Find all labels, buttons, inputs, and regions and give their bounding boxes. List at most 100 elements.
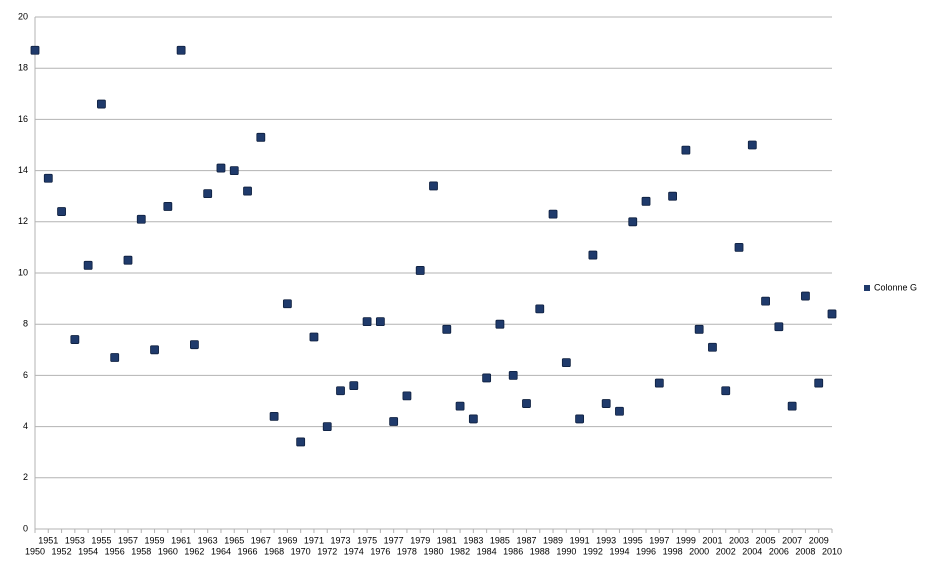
point [97,99,106,109]
x-tick-label: 1999 [676,535,696,545]
x-tick-label: 1966 [238,546,258,556]
x-tick-label: 2008 [795,546,815,556]
point [389,417,399,426]
point [681,145,691,155]
point [734,242,744,252]
x-tick-label: 1996 [636,546,656,556]
point [110,353,120,362]
x-tick-label: 2006 [769,546,789,556]
point [455,401,465,411]
x-tick-label: 1983 [463,535,483,545]
point [482,373,492,383]
point [774,322,784,332]
point [442,324,452,334]
point [721,386,731,396]
x-tick-label: 1972 [317,546,337,556]
x-tick-label: 2004 [742,546,762,556]
point [468,414,478,424]
point [123,255,133,265]
x-tick-label: 1993 [596,535,616,545]
x-tick-label: 1982 [450,546,470,556]
point [561,358,571,368]
point [375,317,385,327]
point [429,181,438,191]
x-tick-label: 1963 [198,535,218,545]
x-tick-label: 1977 [384,535,404,545]
x-tick-label: 1989 [543,535,563,545]
x-tick-label: 2003 [729,535,749,545]
x-tick-label: 2010 [822,546,842,556]
point [322,422,332,432]
point [495,319,505,329]
point [83,260,93,270]
x-tick-label: 2007 [782,535,802,545]
point [708,342,717,352]
y-tick-label: 20 [18,11,28,21]
x-tick-label: 1974 [344,546,364,556]
point [761,296,770,306]
x-tick-label: 1956 [105,546,125,556]
point [243,186,252,196]
point [70,335,80,344]
x-tick-label: 1976 [370,546,390,556]
x-tick-label: 1978 [397,546,417,556]
legend-label: Colonne G [874,282,917,292]
y-tick-label: 6 [23,370,28,380]
x-tick-label: 1953 [65,535,85,545]
x-tick-label: 1981 [437,535,457,545]
point [402,391,412,401]
point [535,304,545,314]
point [508,370,518,380]
y-tick-label: 14 [18,165,28,175]
x-tick-label: 1959 [145,535,165,545]
point [362,317,372,327]
point [282,299,292,309]
x-tick-label: 1961 [171,535,191,545]
point [801,291,810,301]
point [57,207,66,216]
point [336,386,345,396]
point [269,411,279,421]
x-tick-label: 1968 [264,546,284,556]
point [827,309,837,319]
point [415,266,425,275]
x-tick-label: 1985 [490,535,510,545]
x-tick-label: 1991 [570,535,590,545]
x-tick-label: 1986 [503,546,523,556]
point [189,340,199,350]
point [30,45,40,55]
x-tick-label: 1994 [609,546,629,556]
point [588,250,598,260]
x-tick-label: 1995 [623,535,643,545]
point [216,163,226,173]
x-tick-label: 1979 [410,535,430,545]
point [654,378,664,388]
point [256,132,266,142]
x-tick-label: 1957 [118,535,138,545]
x-tick-label: 2009 [809,535,829,545]
x-tick-label: 1958 [131,546,151,556]
point [229,166,239,176]
x-tick-label: 1971 [304,535,324,545]
x-tick-label: 2002 [716,546,736,556]
x-tick-label: 1970 [291,546,311,556]
y-tick-label: 4 [23,421,28,431]
point [349,381,359,391]
point [668,191,677,201]
point [694,324,704,334]
point [787,401,797,411]
point [136,214,146,224]
x-tick-label: 1973 [331,535,351,545]
y-tick-label: 18 [18,63,28,73]
x-tick-label: 1955 [91,535,111,545]
x-tick-label: 1990 [556,546,576,556]
x-tick-label: 1984 [477,546,497,556]
x-tick-label: 1992 [583,546,603,556]
x-tick-label: 1967 [251,535,271,545]
point [522,399,531,408]
x-tick-label: 1965 [224,535,244,545]
point [641,196,651,206]
point [176,45,186,55]
x-tick-label: 1997 [649,535,669,545]
